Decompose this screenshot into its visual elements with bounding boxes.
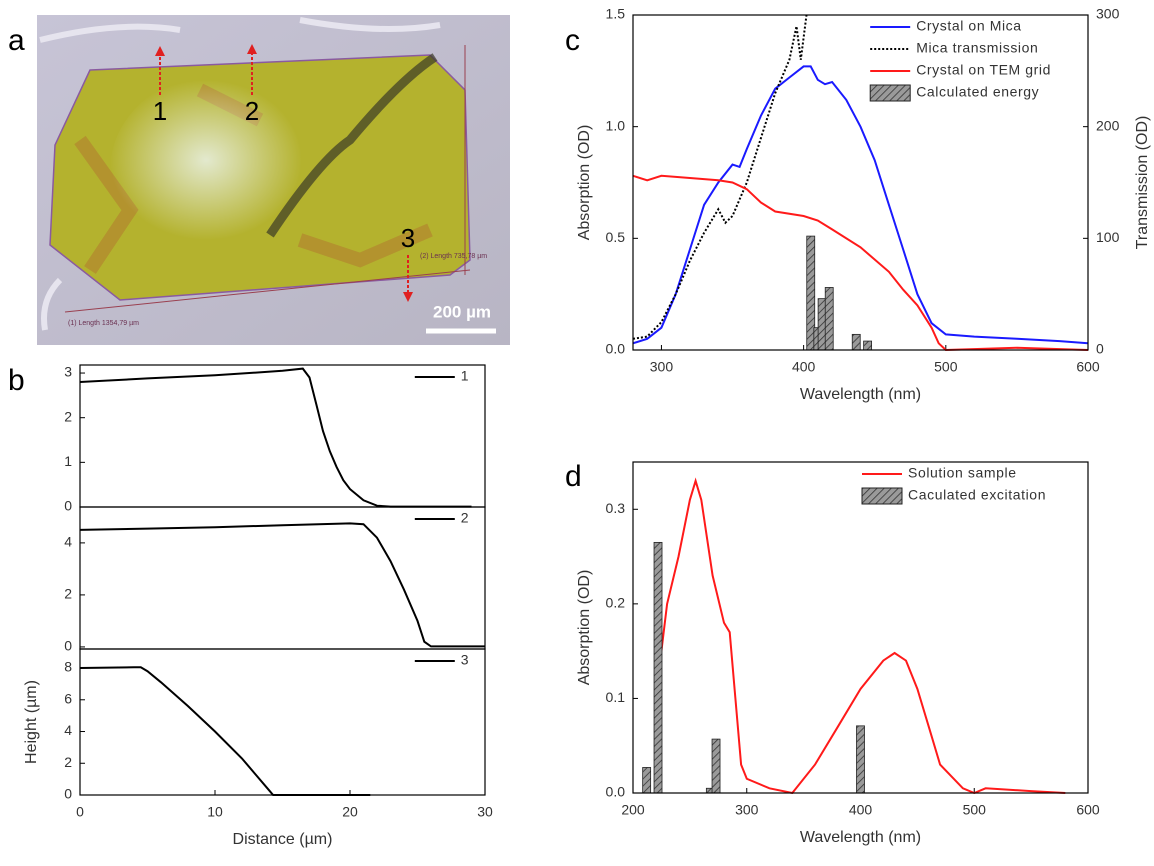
y2-axis-label: Transmission (OD) [1134,116,1151,250]
bar [863,340,873,351]
legend-label: Caculated excitation [908,487,1046,503]
plot-area [633,14,1088,351]
marker-label: 3 [401,223,415,253]
x-axis-label: Wavelength (nm) [800,829,921,846]
plot-frame [632,461,1089,794]
x-axis-label: Distance (µm) [233,831,333,848]
legend-label: Mica transmission [916,40,1038,56]
micrograph: 1 2 3 200 µm (1) Length 1354,79 µm (2) L… [37,15,510,345]
y2-tick-label: 300 [1096,6,1120,22]
x-tick-label: 10 [207,804,223,820]
y-tick-label: 2 [64,408,72,424]
y-tick-label: 0.2 [606,595,626,611]
x-tick-label: 600 [1076,802,1100,818]
bar [711,738,721,794]
x-tick-label: 30 [477,804,493,820]
y-tick-label: 0 [64,786,72,802]
series-line [633,65,1088,345]
bar [824,287,834,351]
y-tick-label: 0.5 [606,229,626,245]
measurement-label: (1) Length 1354,79 µm [68,320,139,327]
series-line [80,522,485,648]
legend-label: Crystal on TEM grid [916,62,1051,78]
plot-area [80,367,472,508]
x-tick-label: 500 [934,359,958,375]
y2-tick-label: 0 [1096,341,1104,357]
y-tick-label: 6 [64,690,72,706]
measurement-label: (2) Length 735,78 µm [420,253,487,260]
series-line [80,666,371,796]
legend-label: 1 [461,368,469,384]
legend-label: 2 [461,510,469,526]
y-tick-label: 0.0 [606,341,626,357]
bar [851,333,861,351]
y-axis-label: Height (µm) [23,680,40,764]
y-axis-label: Absorption (OD) [576,125,593,241]
y-tick-label: 2 [64,586,72,602]
x-tick-label: 500 [963,802,987,818]
y-tick-label: 8 [64,659,72,675]
bar [653,541,663,794]
y-tick-label: 2 [64,754,72,770]
y-tick-label: 4 [64,534,72,550]
x-tick-label: 20 [342,804,358,820]
panel-label: a [8,24,25,57]
x-tick-label: 400 [792,359,816,375]
bar [642,767,652,794]
plot-frame [79,364,486,508]
series-line [660,477,1066,794]
y-tick-label: 0.0 [606,784,626,800]
plot-area [80,666,371,796]
marker-label: 1 [153,96,167,126]
y2-tick-label: 100 [1096,229,1120,245]
x-tick-label: 0 [76,804,84,820]
marker-label: 2 [245,96,259,126]
x-tick-label: 300 [735,802,759,818]
legend-label: 3 [461,652,469,668]
x-tick-label: 400 [849,802,873,818]
series-line [633,14,808,340]
scale-bar-label: 200 µm [433,302,491,321]
y-tick-label: 3 [64,364,72,380]
y-axis-label: Absorption (OD) [576,570,593,686]
x-tick-label: 300 [650,359,674,375]
panel-label: b [8,364,25,397]
y-tick-label: 1 [64,453,72,469]
y2-tick-label: 200 [1096,117,1120,133]
plot-area [80,522,485,648]
y-tick-label: 0.3 [606,500,626,516]
y-tick-label: 1.5 [606,6,626,22]
legend-swatch [861,487,903,505]
series-line [80,367,472,508]
series-line [633,174,1088,351]
panel-label: c [565,24,580,57]
y-tick-label: 0 [64,498,72,514]
bar [856,725,865,794]
panel-label: d [565,460,582,493]
plot-area [642,477,1066,794]
legend-label: Solution sample [908,465,1017,481]
y-tick-label: 0.1 [606,689,626,705]
y-tick-label: 0 [64,638,72,654]
legend-label: Calculated energy [916,84,1039,100]
legend-label: Crystal on Mica [916,18,1021,34]
y-tick-label: 4 [64,722,72,738]
plot-frame [79,648,486,796]
x-tick-label: 600 [1076,359,1100,375]
x-axis-label: Wavelength (nm) [800,386,921,403]
legend-swatch [869,84,911,102]
y-tick-label: 1.0 [606,117,626,133]
x-tick-label: 200 [621,802,645,818]
plot-frame [632,14,1089,351]
